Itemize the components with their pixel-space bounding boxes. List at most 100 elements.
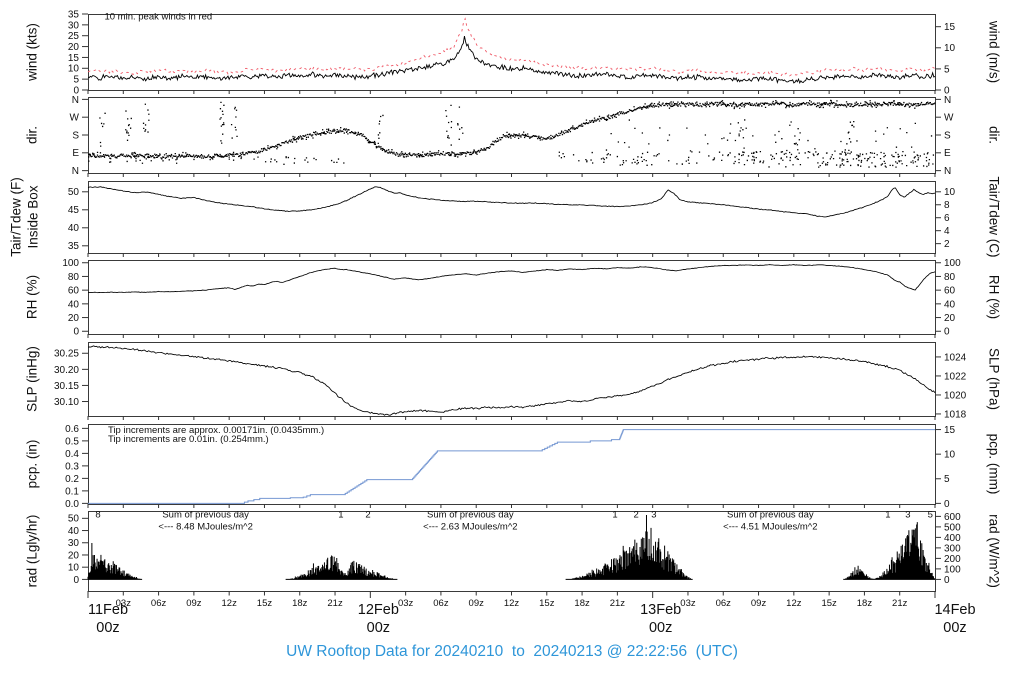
hour-label: 12z [504,598,520,609]
day-label: 11Feb [88,602,128,618]
tick-label: 300 [944,543,961,554]
panel-tair-left-label: Inside Box [26,185,41,248]
tick-label: 1024 [944,352,967,363]
hour-label: 21z [892,598,908,609]
tick-label: 25 [68,31,80,42]
panel-tair-left-axis: 35 40 45 50 [68,187,88,252]
panel-rh: 0 20 40 60 80 100 0 20 40 60 80 100 RH (%) RH (%) [25,258,1002,338]
series-air-temperature [87,186,936,218]
tick-label: 20 [68,313,80,324]
tick-label: 0 [944,327,950,338]
rad-mark-1b: 1 [612,509,617,520]
hour-label: 18z [857,598,873,609]
hour-label: 21z [610,598,626,609]
hour-label: 12z [786,598,802,609]
series-wind-average [87,35,936,84]
tick-label: 30.10 [54,397,79,408]
tick-label: 100 [944,564,961,575]
rad-mark-3b: 3 [651,509,656,520]
tick-label: 30 [68,538,80,549]
rad-mark-5c: 5 [928,509,933,520]
tick-label: 20 [944,313,956,324]
tick-label: 30.20 [54,365,79,376]
hour-label: 06z [433,598,449,609]
tick-label: 35 [68,9,80,20]
tick-label: 15 [944,22,956,33]
tick-label: 100 [944,258,961,269]
panel-rad-right-label: rad (W/m^2) [987,514,1002,588]
panel-rh-border [88,260,936,335]
tick-label: N [72,95,79,106]
hour-label: 15z [257,598,273,609]
tick-label: 0.2 [65,474,79,485]
tick-label: 2 [944,239,950,250]
tick-label: 0.5 [65,436,79,447]
tick-label: 50 [68,187,80,198]
rad-sum-value-2: <--- 2.63 MJoules/m^2 [423,521,517,532]
hour-label: 09z [469,598,485,609]
tick-label: 0.1 [65,486,79,497]
tick-label: 10 [944,43,956,54]
hour-label: 15z [821,598,837,609]
panel-tair: 35 40 45 50 2 4 6 8 10 Tair/Tdew (F) Inside Box Tai… [9,176,1002,257]
series-precip-cumulative [88,429,935,504]
panel-wind-right-axis: 0 5 10 15 [935,22,956,96]
tick-label: 40 [944,299,956,310]
tick-label: 100 [62,258,79,269]
tick-label: 0.6 [65,424,79,435]
series-wind-10min-peak [87,17,935,77]
rad-mark-2b: 2 [634,509,639,520]
tick-label: 0 [944,575,950,586]
panel-slp-border [88,342,936,417]
panel-rh-left-axis: 0 20 40 60 80 100 [62,258,88,338]
tick-label: 80 [944,272,956,283]
panel-rh-left-label: RH (%) [25,275,40,319]
day-label: 14Feb [934,602,975,618]
panel-slp-left-label: SLP (inHg) [25,346,40,412]
tick-label: 20 [68,42,80,53]
hour-label: 18z [292,598,308,609]
panel-wind-left-label: wind (kts) [25,23,40,82]
tick-label: 0 [73,575,79,586]
hour-label: 03z [116,598,132,609]
tick-label: 0.0 [65,499,79,510]
hour-label: 12z [222,598,238,609]
tick-label: 1020 [944,390,967,401]
tick-label: 20 [68,550,80,561]
chart-title: UW Rooftop Data for 20240210 to 20240213… [286,643,738,660]
tick-label: 5 [944,64,950,75]
rad-mark-8: 8 [95,509,100,520]
day-label-hour: 00z [943,620,966,636]
series-wind-direction [88,99,936,168]
tick-label: 8 [944,200,950,211]
tick-label: 60 [68,286,80,297]
day-label: 12Feb [358,602,399,618]
hour-label: 06z [151,598,167,609]
hour-label: 03z [680,598,696,609]
hour-label: 06z [716,598,732,609]
tick-label: 0 [944,499,950,510]
panel-dir-left-label: dir. [25,126,40,144]
tick-label: 1018 [944,409,967,420]
tick-label: 40 [68,526,80,537]
tip-increment-note-red: Tip increments are approx. 0.00171in. (0… [108,425,324,436]
panel-pcp-right-axis: 0 5 10 15 [935,425,956,510]
rad-sum-label-3: Sum of previous day [727,509,814,520]
tick-label: 4 [944,226,950,237]
tick-label: 10 [68,563,80,574]
panel-slp-right-axis: 1018 1020 1022 1024 [935,352,967,420]
tip-increment-note-blue: Tip increments are 0.01in. (0.254mm.) [108,434,269,445]
panel-dir-right-label: dir. [987,126,1002,144]
rad-mark-2a: 2 [365,509,370,520]
tick-label: N [72,166,79,177]
tick-label: 80 [68,272,80,283]
tick-label: 0 [73,85,79,96]
wind-peak-note: 10 min. peak winds in red [104,12,212,23]
x-axis-labels: 03z 06z 09z 12z 15z 18z 21z 03z 06z 09z 12z 15z 18z 2… [88,598,976,636]
hour-label: 21z [327,598,343,609]
